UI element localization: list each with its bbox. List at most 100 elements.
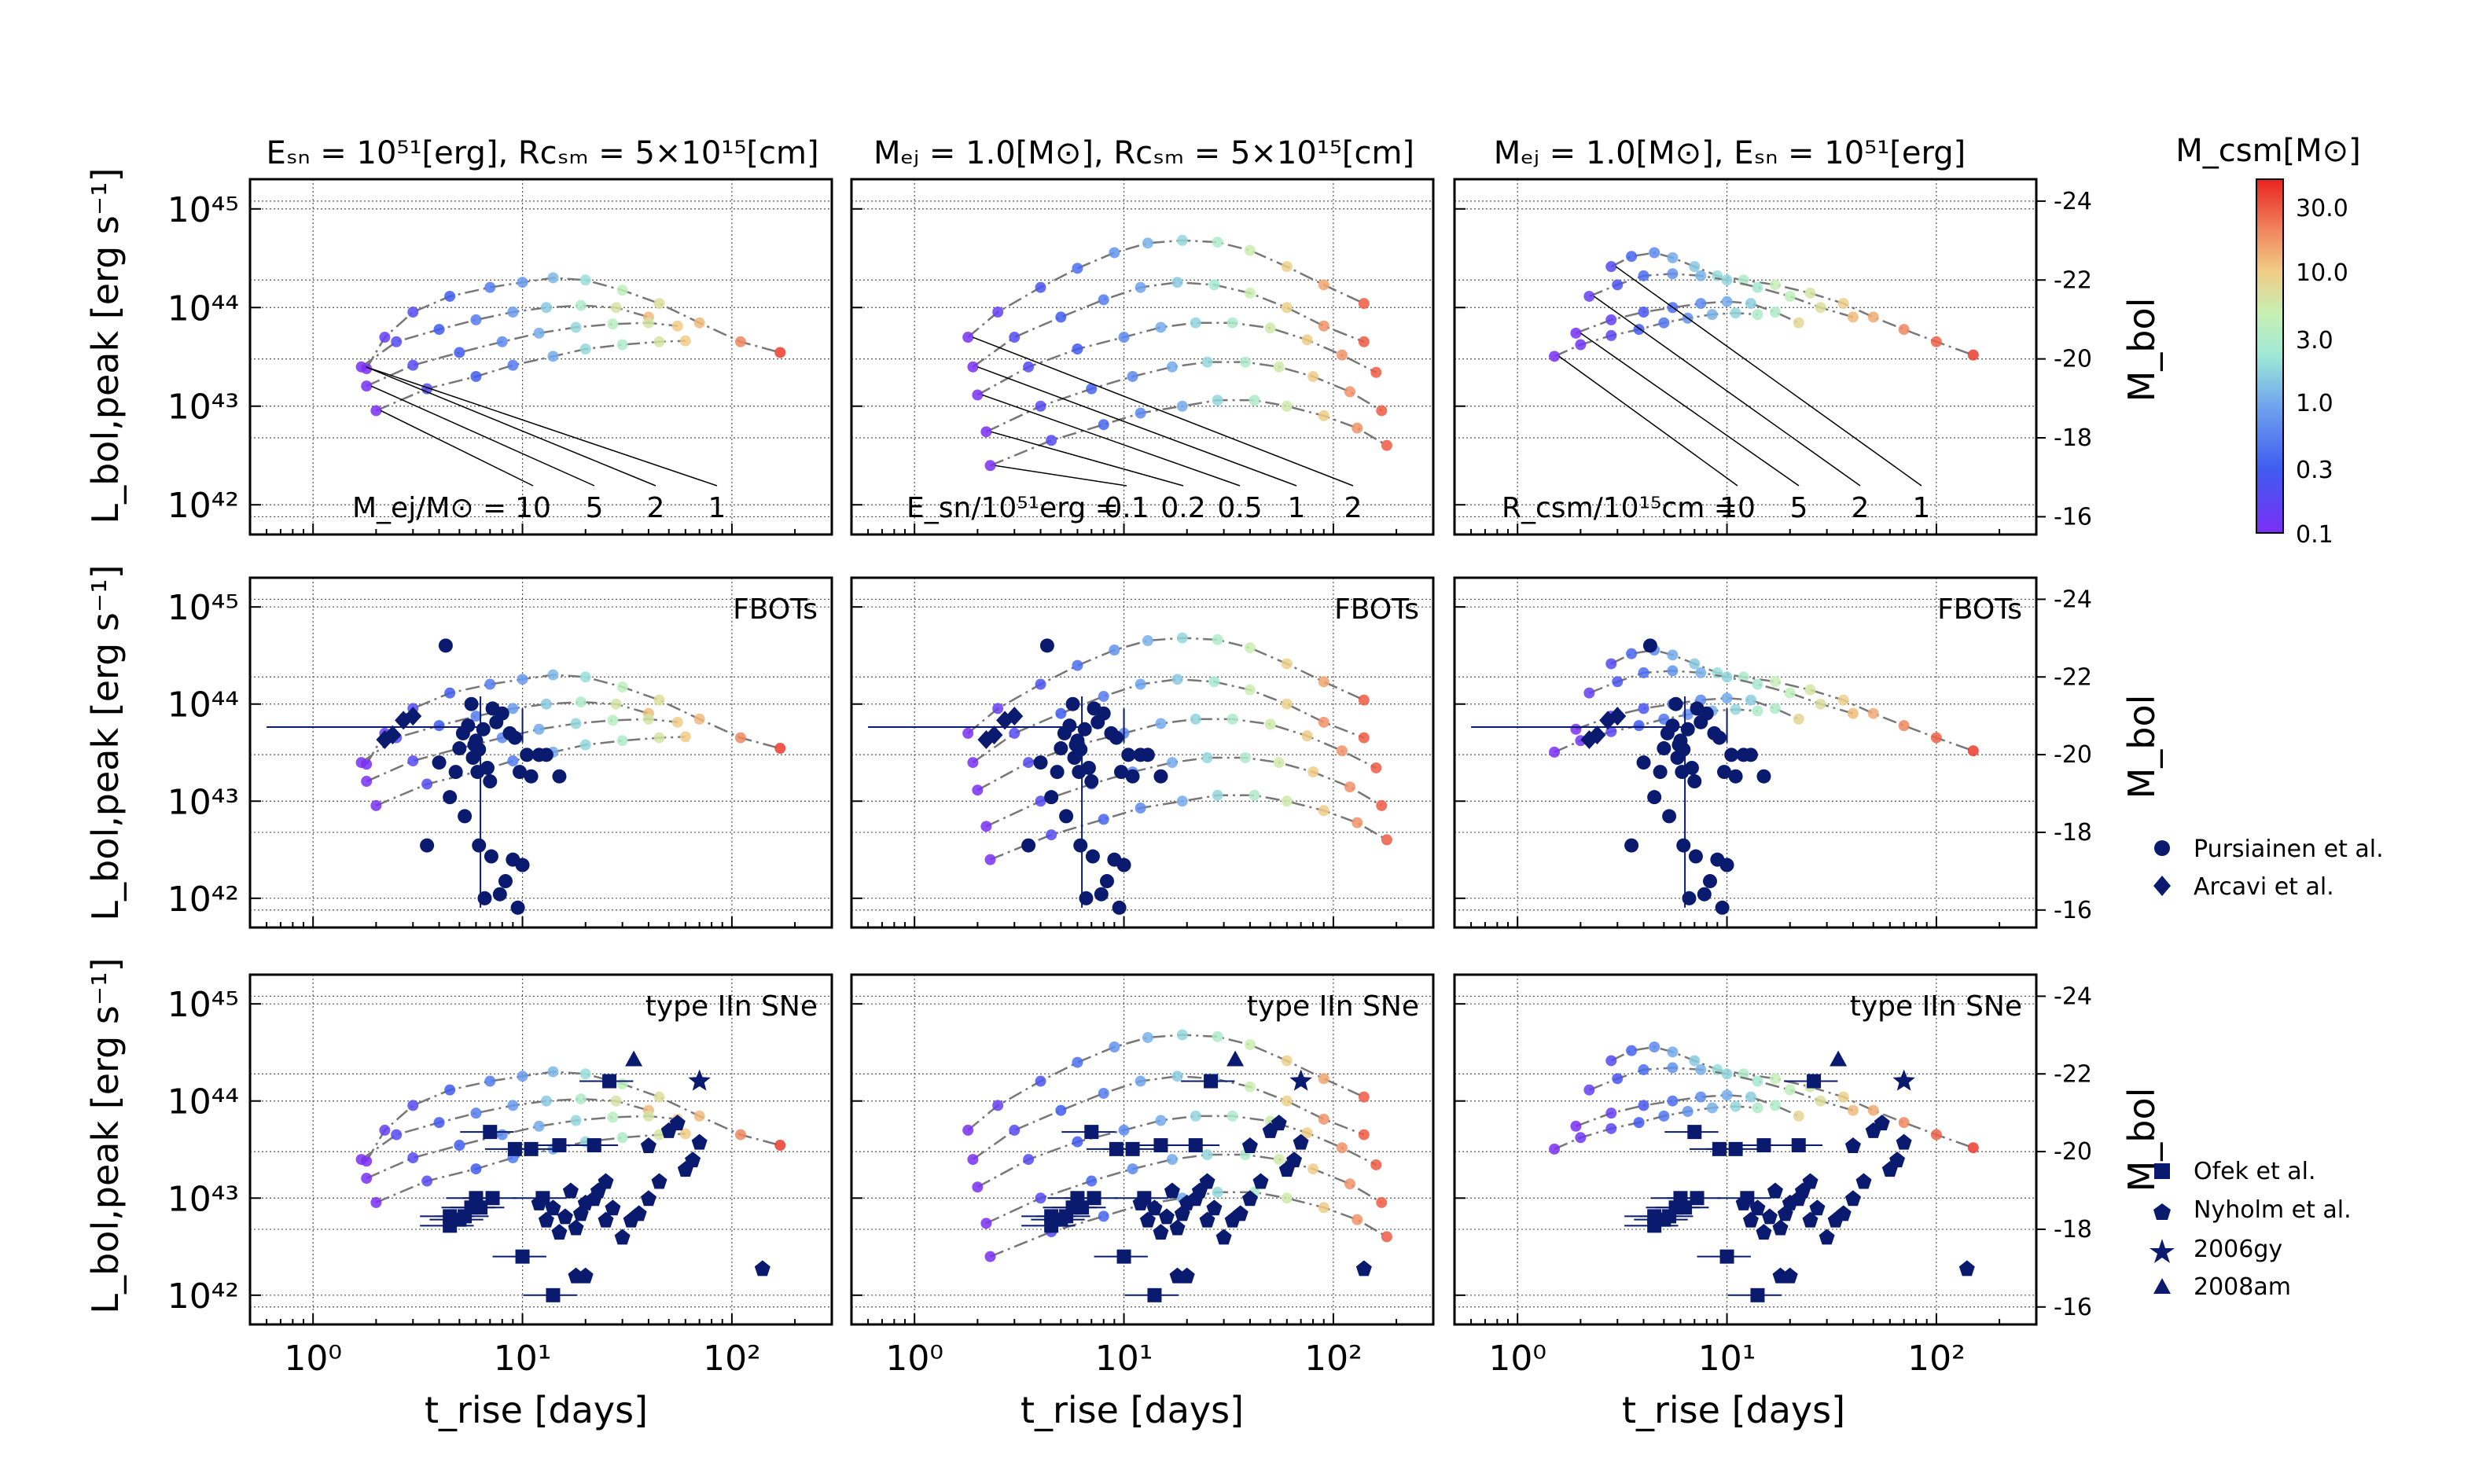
model-point	[1570, 723, 1582, 735]
ofek-point	[1712, 1141, 1727, 1156]
x-tick-label: 10¹	[1698, 1339, 1756, 1379]
pursiainen-point	[1682, 891, 1697, 905]
row-tag-iin: type IIn SNe	[645, 990, 818, 1023]
pursiainen-point	[443, 790, 458, 805]
model-point	[370, 405, 382, 417]
pursiainen-point	[458, 809, 473, 824]
legend-marker-pursiainen	[2154, 840, 2170, 856]
ofek-point	[1188, 1138, 1203, 1153]
model-point	[1098, 1087, 1109, 1099]
ofek-point	[1153, 1138, 1168, 1153]
nyholm-point	[1215, 1229, 1232, 1245]
model-point	[1745, 298, 1756, 310]
xlabel-col1: t_rise [days]	[425, 1389, 648, 1431]
model-point	[980, 426, 992, 438]
model-point	[1023, 361, 1035, 373]
model-point	[1135, 1075, 1146, 1087]
model-point	[1244, 1039, 1256, 1051]
model-point	[1344, 781, 1356, 793]
pursiainen-point	[1073, 838, 1088, 853]
model-point	[1381, 1231, 1392, 1243]
panel-r1-c3: -16 -18 -20 -22 -24 R_csm/10¹⁵cm =10 5 2 1	[1453, 178, 2092, 536]
model-point	[470, 1107, 482, 1119]
model-point	[355, 757, 367, 769]
model-point	[1023, 757, 1035, 769]
model-point	[1570, 327, 1582, 339]
model-point	[1745, 694, 1756, 706]
model-point	[1086, 1175, 1098, 1187]
ofek-point	[473, 1200, 488, 1215]
model-point	[379, 332, 391, 343]
model-point	[1109, 1041, 1120, 1053]
row-tag-fbots: FBOTs	[1937, 593, 2022, 626]
legend-label-pursiainen: Pursiainen et al.	[2194, 836, 2384, 863]
model-point	[610, 1095, 622, 1107]
model-point	[1281, 658, 1293, 670]
model-point	[616, 1078, 628, 1089]
2008am-point	[1830, 1050, 1848, 1067]
nyholm-point	[691, 1133, 708, 1150]
model-point	[1815, 698, 1826, 710]
param-label: M_ej/M⊙ =	[352, 492, 506, 524]
colorbar-label: M_csm[M⊙]	[2175, 133, 2361, 169]
pursiainen-point	[483, 774, 498, 789]
model-point	[1201, 752, 1213, 764]
nyholm-point	[1767, 1182, 1783, 1199]
nyholm-point	[538, 1211, 554, 1228]
model-point	[1212, 634, 1223, 645]
model-point	[1695, 270, 1707, 281]
pursiainen-point	[1054, 741, 1068, 756]
model-point	[1867, 707, 1879, 719]
model-point	[1098, 814, 1109, 825]
ofek-point	[1147, 1287, 1162, 1302]
model-point	[1815, 1095, 1826, 1107]
model-point	[1721, 274, 1733, 286]
param-connector	[991, 431, 1184, 487]
model-point	[1898, 324, 1910, 336]
y-tick-label: 10⁴⁵	[167, 190, 239, 230]
arcavi-point	[384, 725, 402, 745]
model-point	[1752, 281, 1763, 293]
pursiainen-point	[1680, 722, 1695, 736]
model-point	[734, 1129, 746, 1141]
model-point	[1626, 648, 1638, 659]
model-point	[616, 339, 628, 351]
model-point	[671, 716, 683, 728]
model-point	[421, 778, 433, 790]
row-tag-fbots: FBOTs	[733, 593, 818, 626]
ofek-point	[1054, 1212, 1068, 1227]
model-point	[1035, 400, 1046, 412]
legend-label-ofek: Ofek et al.	[2194, 1158, 2316, 1185]
model-point	[1301, 1127, 1313, 1139]
model-point	[1336, 349, 1348, 361]
ofek-point	[1116, 1249, 1131, 1264]
nyholm-point	[1206, 1199, 1223, 1216]
y-tick-label: 10⁴²	[167, 880, 239, 920]
nyholm-point	[1355, 1260, 1372, 1276]
nyholm-point	[1146, 1199, 1163, 1216]
model-point	[1667, 649, 1679, 661]
model-point	[1358, 298, 1370, 310]
pursiainen-point	[1077, 722, 1092, 736]
model-point	[1190, 713, 1201, 725]
model-point	[774, 1140, 786, 1152]
pursiainen-point	[492, 887, 507, 902]
pursiainen-point	[1085, 849, 1100, 864]
model-point	[1358, 1091, 1370, 1103]
pursiainen-point	[432, 755, 447, 770]
model-point	[1171, 277, 1183, 288]
model-point	[517, 277, 528, 288]
model-point	[1682, 1106, 1694, 1118]
ofek-point	[507, 1141, 522, 1156]
model-point	[1721, 692, 1733, 704]
model-point	[1249, 789, 1260, 801]
panel-frame	[248, 178, 833, 536]
pursiainen-point	[1647, 790, 1662, 805]
model-point	[444, 687, 456, 699]
nyholm-point	[1271, 1115, 1287, 1131]
model-point	[1118, 332, 1130, 343]
y-tick-label: 10⁴²	[167, 486, 239, 526]
model-point	[1072, 659, 1083, 671]
model-point	[1847, 311, 1859, 323]
pursiainen-point	[467, 737, 482, 752]
